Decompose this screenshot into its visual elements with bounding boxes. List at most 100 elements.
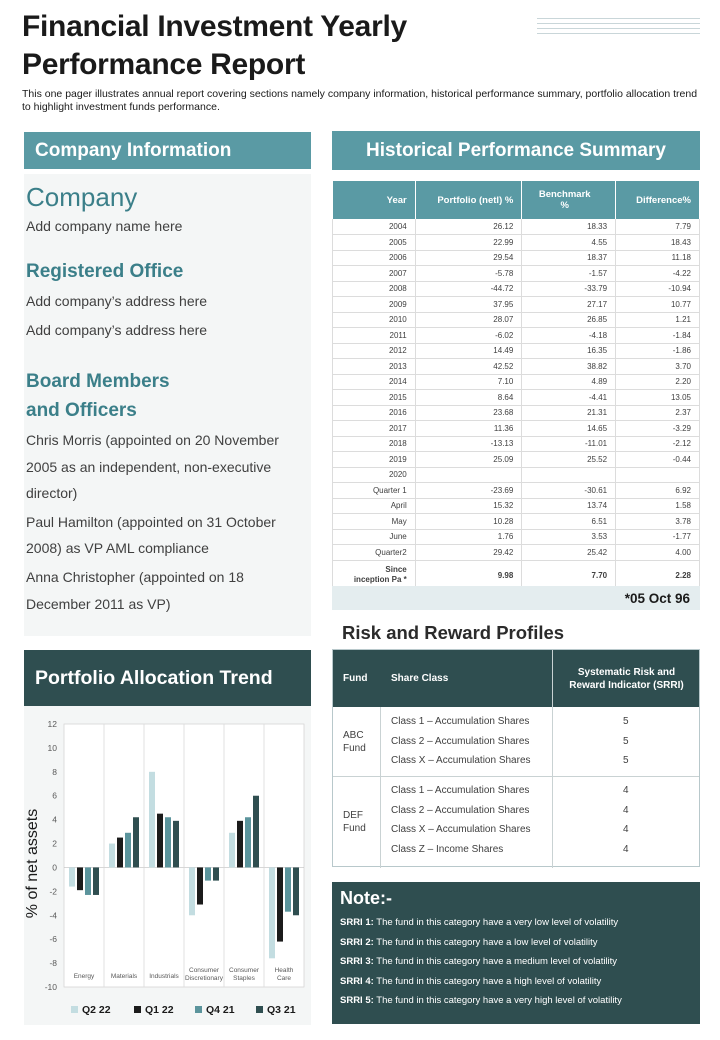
bar-q2-22 <box>189 867 195 916</box>
history-row: 2015 8.64 -4.41 13.05 <box>332 389 700 406</box>
y-tick-label: 0 <box>52 862 57 872</box>
decorative-lines <box>537 18 700 40</box>
y-tick-label: -6 <box>49 934 57 944</box>
x-tick-label: Care <box>277 975 291 982</box>
risk-header-row: Fund Share Class Systematic Risk and Rew… <box>333 650 699 707</box>
history-row: 2009 37.95 27.17 10.77 <box>332 296 700 313</box>
cell-portfolio: 42.52 <box>415 358 523 375</box>
note-line-text: The fund in this category have a medium … <box>373 956 618 967</box>
history-footnote: *05 Oct 96 <box>332 586 700 610</box>
bar-q1-22 <box>197 867 203 905</box>
history-row: 2017 11.36 14.65 -3.29 <box>332 420 700 437</box>
bar-q1-22 <box>237 820 243 868</box>
member-2-line-2: 2008) as VP AML compliance <box>26 540 209 556</box>
member-2-line-1: Paul Hamilton (appointed on 31 October <box>26 514 276 530</box>
bar-q2-22 <box>69 867 75 887</box>
bar-q3-21 <box>173 820 179 868</box>
y-tick-label: 12 <box>48 719 58 729</box>
history-row: 2020 <box>332 467 700 483</box>
history-row: 2011 -6.02 -4.18 -1.84 <box>332 327 700 344</box>
cell-since-label: Since inception Pa * <box>332 560 416 591</box>
cell-portfolio: 29.42 <box>415 544 523 561</box>
cell-portfolio: -23.69 <box>415 482 523 499</box>
bar-q4-21 <box>245 817 251 868</box>
history-table: Year Portfolio (netl) % Benchmark% Diffe… <box>332 181 700 591</box>
company-info-panel: Company Add company name here Registered… <box>24 174 311 636</box>
cell-year: 2005 <box>332 234 416 251</box>
cell-portfolio: -6.02 <box>415 327 523 344</box>
cell-difference <box>615 467 700 483</box>
history-row: 2018 -13.13 -11.01 -2.12 <box>332 436 700 452</box>
cell-year: 2016 <box>332 405 416 421</box>
legend-swatch <box>71 1006 78 1013</box>
cell-difference: 11.18 <box>615 250 700 266</box>
cell-benchmark: 25.52 <box>521 451 617 468</box>
cell-portfolio: 28.07 <box>415 312 523 328</box>
note-line-key: SRRI 1: <box>340 917 374 928</box>
y-tick-label: -8 <box>49 958 57 968</box>
cell-year: Quarter2 <box>332 544 416 561</box>
risk-share-class: Class 1 – Accumulation Shares <box>391 716 530 727</box>
cell-benchmark: 6.51 <box>521 513 617 530</box>
legend-swatch <box>256 1006 263 1013</box>
x-tick-label: Consumer <box>189 967 220 974</box>
cell-year: 2017 <box>332 420 416 437</box>
cell-benchmark: -4.18 <box>521 327 617 344</box>
cell-portfolio: 15.32 <box>415 498 523 514</box>
risk-col-class: Share Class <box>391 673 449 684</box>
bar-q1-22 <box>277 867 283 942</box>
history-row: 2006 29.54 18.37 11.18 <box>332 250 700 266</box>
bar-q4-21 <box>165 817 171 868</box>
cell-difference: -1.84 <box>615 327 700 344</box>
cell-difference: 10.77 <box>615 296 700 313</box>
page-title: Financial Investment Yearly Performance … <box>22 8 542 84</box>
note-line: SRRI 2: The fund in this category have a… <box>340 937 598 948</box>
cell-difference: 4.00 <box>615 544 700 561</box>
y-tick-label: 8 <box>52 767 57 777</box>
note-line-key: SRRI 4: <box>340 975 374 987</box>
bar-q2-22 <box>149 771 155 868</box>
x-tick-label: Energy <box>74 973 95 980</box>
cell-difference: 3.70 <box>615 358 700 375</box>
cell-benchmark: 14.65 <box>521 420 617 437</box>
cell-year: 2014 <box>332 374 416 390</box>
bar-q3-21 <box>253 795 259 868</box>
note-line: SRRI 5: The fund in this category have a… <box>340 995 622 1006</box>
cell-since-benchmark: 7.70 <box>521 560 617 591</box>
cell-portfolio: -13.13 <box>415 436 523 452</box>
cell-year: 2018 <box>332 436 416 452</box>
legend-swatch <box>195 1006 202 1013</box>
cell-difference: 6.92 <box>615 482 700 499</box>
allocation-chart: 12 10 8 6 4 2 0 -2 -4 -6 -8 -10 Energy Materials Indus… <box>24 706 311 1025</box>
cell-year: 2020 <box>332 467 416 483</box>
risk-share-class: Class X – Accumulation Shares <box>391 755 531 766</box>
col-benchmark-line-1: Benchmark <box>538 189 591 200</box>
cell-difference: 1.21 <box>615 312 700 328</box>
risk-srri-value: 4 <box>623 843 629 855</box>
risk-fund-name: ABC Fund <box>343 729 366 754</box>
bar-q4-21 <box>85 867 91 895</box>
cell-benchmark: 18.37 <box>521 250 617 266</box>
risk-share-class: Class 1 – Accumulation Shares <box>391 785 530 796</box>
cell-benchmark: 4.55 <box>521 234 617 251</box>
legend-label: Q3 21 <box>267 1004 296 1016</box>
cell-benchmark: -4.41 <box>521 389 617 406</box>
x-tick-label: Discretionary <box>185 975 224 982</box>
risk-srri-value: 4 <box>623 804 629 816</box>
cell-year: 2010 <box>332 312 416 328</box>
x-tick-label: Industrials <box>149 973 179 980</box>
risk-fund-name: DEF Fund <box>343 810 366 834</box>
cell-difference: -1.77 <box>615 529 700 545</box>
cell-year: 2011 <box>332 327 416 344</box>
cell-difference: 2.20 <box>615 374 700 390</box>
bar-q3-21 <box>133 817 139 868</box>
cell-difference: -0.44 <box>615 451 700 468</box>
risk-srri-value: 4 <box>623 824 629 835</box>
board-heading-2: and Officers <box>26 400 137 421</box>
cell-year: 2009 <box>332 296 416 313</box>
col-benchmark-line-2: % <box>560 200 569 211</box>
col-difference: Difference% <box>615 181 700 219</box>
cell-year: 2007 <box>332 265 416 282</box>
note-line: SRRI 4: The fund in this category have a… <box>340 976 601 987</box>
history-row: Quarter2 29.42 25.42 4.00 <box>332 544 700 561</box>
